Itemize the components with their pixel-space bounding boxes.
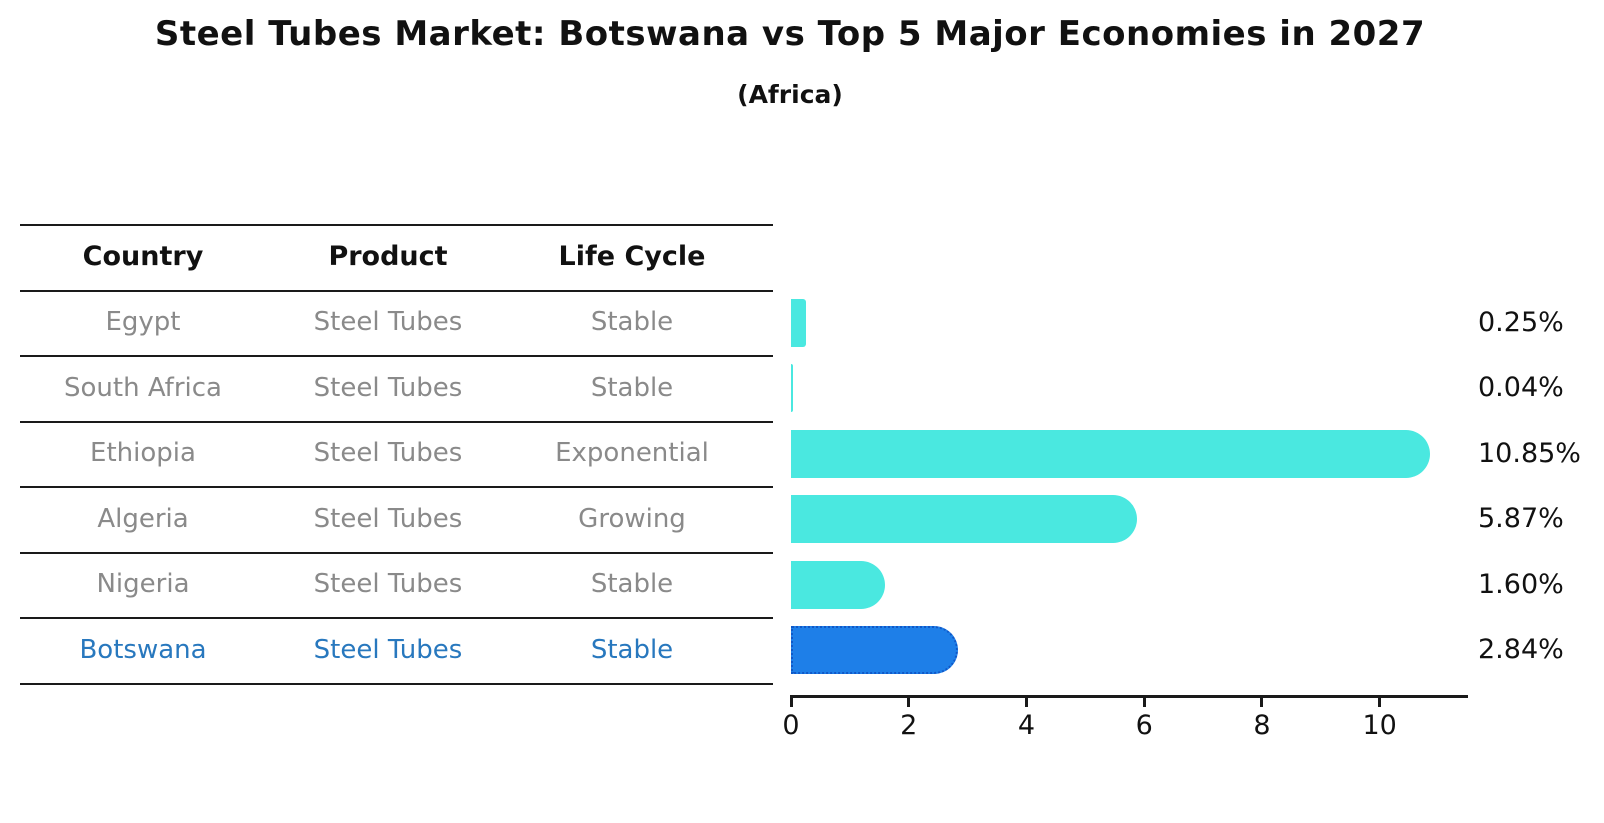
chart-subtitle: (Africa) xyxy=(737,80,843,109)
bar-egypt xyxy=(791,298,806,347)
cell-country: Nigeria xyxy=(96,569,190,599)
table-row: Egypt Steel Tubes Stable xyxy=(0,290,773,355)
cell-country: Egypt xyxy=(105,307,181,337)
cell-product: Steel Tubes xyxy=(313,569,463,599)
x-axis-tick xyxy=(1260,698,1264,707)
table-row: Botswana Steel Tubes Stable xyxy=(0,617,773,683)
chart-title: Steel Tubes Market: Botswana vs Top 5 Ma… xyxy=(154,14,1426,54)
table-separator-line xyxy=(20,552,773,554)
cell-life-cycle: Stable xyxy=(590,307,674,337)
bar-south-africa xyxy=(791,364,794,412)
bar-nigeria xyxy=(791,560,886,609)
x-axis-tick-label: 4 xyxy=(1017,710,1036,741)
table-separator-line xyxy=(20,290,773,292)
x-axis-tick xyxy=(1024,698,1028,707)
table-row: Algeria Steel Tubes Growing xyxy=(0,486,773,552)
cell-country: Ethiopia xyxy=(90,438,196,468)
table-separator-line xyxy=(20,683,773,685)
x-axis-tick-label: 10 xyxy=(1362,710,1397,741)
cell-life-cycle: Stable xyxy=(590,373,674,403)
bar-value-label: 1.60% xyxy=(1478,568,1564,600)
x-axis-tick-label: 2 xyxy=(900,710,918,741)
cell-product: Steel Tubes xyxy=(313,438,463,468)
table-row: South Africa Steel Tubes Stable xyxy=(0,355,773,421)
cell-life-cycle: Stable xyxy=(590,569,674,599)
bar-value-label: 5.87% xyxy=(1478,503,1564,534)
x-axis-tick xyxy=(789,698,793,707)
bar-botswana xyxy=(791,626,959,674)
column-header-life-cycle: Life Cycle xyxy=(558,241,706,272)
cell-life-cycle: Growing xyxy=(578,504,686,534)
x-axis-tick xyxy=(1142,698,1146,707)
cell-product: Steel Tubes xyxy=(313,373,463,403)
table-separator-line xyxy=(20,224,773,226)
table-row: Ethiopia Steel Tubes Exponential xyxy=(0,421,773,486)
x-axis-tick-label: 6 xyxy=(1135,710,1153,741)
cell-country: South Africa xyxy=(64,373,222,403)
cell-life-cycle: Stable xyxy=(590,635,674,665)
table-separator-line xyxy=(20,355,773,357)
x-axis-tick-label: 0 xyxy=(782,710,800,741)
cell-country: Algeria xyxy=(97,504,189,534)
x-axis-line xyxy=(790,695,1468,698)
cell-product: Steel Tubes xyxy=(313,307,463,337)
column-header-product: Product xyxy=(328,241,448,272)
table-separator-line xyxy=(20,486,773,488)
bar-algeria xyxy=(791,495,1137,543)
cell-product: Steel Tubes xyxy=(313,504,463,534)
x-axis-tick-label: 8 xyxy=(1253,710,1271,741)
bar-value-label: 2.84% xyxy=(1478,634,1564,665)
bar-value-label: 0.04% xyxy=(1478,372,1564,403)
bar-value-label: 0.25% xyxy=(1478,306,1564,338)
x-axis-tick xyxy=(1378,698,1382,707)
cell-country: Botswana xyxy=(79,635,207,665)
x-axis-tick xyxy=(907,698,911,707)
table-separator-line xyxy=(20,617,773,619)
column-header-country: Country xyxy=(82,241,204,272)
table-separator-line xyxy=(20,421,773,423)
cell-life-cycle: Exponential xyxy=(555,438,709,468)
cell-product: Steel Tubes xyxy=(313,635,463,665)
table-row: Nigeria Steel Tubes Stable xyxy=(0,552,773,617)
bar-value-label: 10.85% xyxy=(1478,437,1581,469)
bar-ethiopia xyxy=(791,429,1430,478)
